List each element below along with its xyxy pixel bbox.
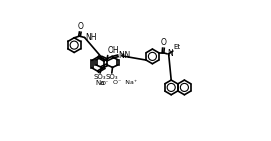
Text: O⁻  Na⁺: O⁻ Na⁺ [113,80,137,85]
Text: OH: OH [108,46,120,55]
Text: Et: Et [173,44,180,50]
Text: O⁻: O⁻ [101,81,109,86]
Text: N: N [167,49,173,58]
Text: N: N [118,51,124,60]
Text: SO₃: SO₃ [105,74,118,81]
Text: •N: •N [121,51,131,60]
Text: NH: NH [85,33,96,42]
Text: Na: Na [96,80,105,86]
Text: O: O [77,22,83,31]
Text: O: O [160,38,166,47]
Text: SO₃: SO₃ [94,74,106,81]
